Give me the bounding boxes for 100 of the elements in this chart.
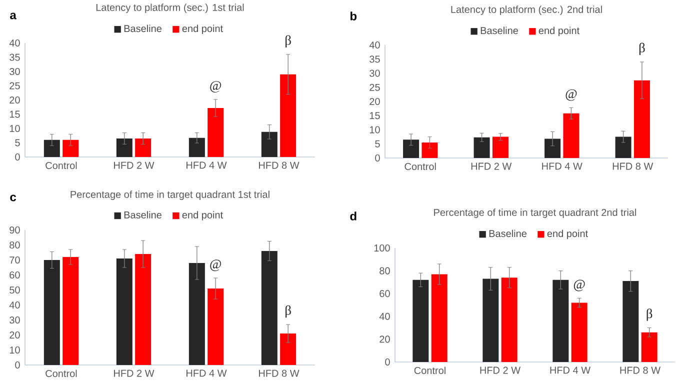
y-tick-label: 0 — [15, 153, 20, 161]
y-tick-label: 5 — [15, 139, 20, 146]
chart-title: Percentage of time in target quadrant 2nd trial — [434, 208, 636, 218]
bar — [135, 138, 152, 157]
bar — [422, 142, 438, 158]
bar — [280, 74, 296, 157]
text: b — [350, 12, 357, 20]
y-tick-label: 30 — [370, 70, 380, 77]
legend-label: end point — [538, 26, 580, 36]
bar — [62, 257, 79, 365]
bar — [544, 138, 561, 158]
chart-title: Percentage of time in target quadrant 1st trial — [70, 190, 270, 200]
bar — [188, 138, 205, 157]
legend-label: Baseline — [489, 230, 526, 238]
y-tick-label: 100 — [374, 244, 390, 252]
x-tick-label: HFD 2 W — [471, 162, 512, 170]
y-tick-label: 60 — [10, 271, 20, 279]
y-tick-label: 15 — [10, 110, 20, 118]
x-tick-label: HFD 8 W — [259, 370, 300, 377]
bar — [44, 260, 60, 365]
bar — [615, 136, 632, 158]
y-tick-label: 30 — [10, 316, 20, 324]
legend-label: Baseline — [480, 26, 518, 34]
y-tick-label: 20 — [10, 96, 20, 104]
y-tick-label: 40 — [9, 301, 20, 309]
chart-title: Latency to platform (sec.) 2nd trial — [451, 6, 602, 15]
y-tick-label: 30 — [10, 68, 20, 76]
bar — [492, 136, 508, 158]
x-tick-label: Control — [414, 366, 446, 374]
y-tick-label: 90 — [10, 226, 20, 234]
bar — [431, 274, 448, 362]
bar — [571, 302, 588, 362]
y-tick-label: 70 — [10, 256, 20, 264]
x-tick-label: HFD 2 W — [480, 366, 521, 374]
bar — [641, 332, 658, 362]
y-tick-label: 25 — [10, 82, 20, 90]
x-tick-label: HFD 2 W — [114, 162, 154, 169]
x-tick-label: HFD 2 W — [114, 370, 154, 377]
bar — [634, 80, 650, 158]
x-tick-label: HFD 8 W — [259, 162, 300, 169]
bar — [280, 334, 296, 365]
chart-title: Latency to platform (sec.) 1st trial — [96, 4, 244, 13]
annotation: @ — [210, 260, 222, 272]
annotation: @ — [574, 280, 585, 292]
x-tick-label: HFD 8 W — [612, 162, 654, 170]
bar — [261, 251, 278, 365]
annotation: @ — [210, 81, 222, 92]
bar — [135, 254, 152, 365]
annotation: β — [286, 35, 291, 48]
legend-label: end point — [182, 211, 223, 220]
bar — [474, 137, 490, 158]
x-tick-label: Control — [46, 370, 77, 378]
y-tick-label: 0 — [375, 154, 380, 162]
annotation: β — [639, 42, 645, 56]
x-tick-label: Control — [404, 162, 436, 170]
y-tick-label: 10 — [370, 126, 380, 134]
bar — [482, 278, 499, 362]
y-tick-label: 40 — [369, 41, 380, 49]
bar — [208, 108, 224, 157]
legend-label: Baseline — [124, 24, 162, 32]
bar — [188, 263, 205, 365]
y-tick-label: 35 — [10, 54, 20, 61]
y-tick-label: 20 — [370, 98, 380, 106]
y-tick-label: 10 — [10, 124, 20, 132]
y-tick-label: 40 — [9, 39, 20, 47]
y-tick-label: 5 — [375, 140, 380, 148]
annotation: β — [646, 308, 652, 321]
y-tick-label: 40 — [379, 312, 390, 320]
annotation: β — [286, 305, 291, 318]
y-tick-label: 80 — [380, 267, 390, 274]
bar — [116, 258, 132, 365]
y-tick-label: 35 — [370, 56, 380, 63]
x-tick-label: Control — [46, 162, 77, 170]
x-tick-label: HFD 4 W — [186, 162, 227, 169]
y-tick-label: 15 — [370, 112, 380, 120]
y-tick-label: 20 — [380, 336, 390, 343]
y-tick-label: 0 — [385, 358, 390, 366]
y-tick-label: 10 — [10, 346, 20, 354]
annotation: @ — [566, 89, 577, 101]
y-tick-label: 20 — [10, 331, 20, 339]
bar — [62, 140, 79, 157]
text: c — [10, 194, 16, 202]
x-tick-label: HFD 4 W — [542, 162, 582, 170]
bar — [208, 288, 224, 365]
y-tick-label: 80 — [10, 241, 20, 249]
y-tick-label: 60 — [380, 290, 390, 298]
bar — [44, 140, 60, 157]
y-tick-label: 25 — [370, 84, 380, 91]
text: d — [350, 212, 356, 220]
text: a — [10, 12, 16, 20]
x-tick-label: HFD 8 W — [620, 366, 661, 374]
x-tick-label: HFD 4 W — [186, 370, 227, 377]
x-tick-label: HFD 4 W — [550, 366, 591, 374]
legend-label: end point — [547, 230, 588, 240]
bar — [412, 280, 429, 362]
bar — [501, 278, 518, 362]
y-tick-label: 50 — [10, 286, 20, 294]
y-tick-label: 0 — [15, 361, 20, 369]
bar — [261, 132, 278, 157]
legend-label: Baseline — [124, 211, 162, 218]
